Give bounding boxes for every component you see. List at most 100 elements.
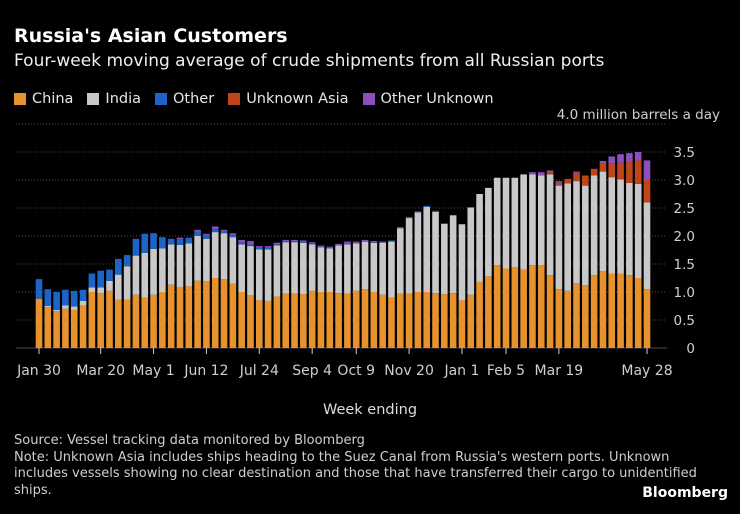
bar-segment-china	[97, 293, 104, 348]
bar-segment-india	[88, 287, 96, 292]
bar-segment-other-unknown	[599, 160, 607, 164]
legend: China India Other Unknown Asia Other Unk…	[14, 89, 508, 109]
bar-segment-china	[502, 268, 510, 348]
stacked-bar-chart: 0 0.5 1.0 1.5 2.0 2.5 3.0 3.5 4.0 million barrel…	[16, 108, 720, 379]
x-axis-title: Week ending	[322, 402, 418, 418]
bar-segment-china	[220, 279, 228, 348]
legend-swatch-china	[14, 93, 26, 105]
bar-segment-china	[396, 293, 404, 348]
bar-segment-india	[352, 243, 360, 291]
bar-segment-other-unknown	[194, 229, 201, 232]
bar-segment-china	[476, 281, 483, 348]
legend-item-other-unknown: Other Unknown	[362, 91, 494, 107]
bar-segment-other	[211, 229, 219, 233]
bar-segment-china	[238, 292, 245, 348]
bar-segment-india	[441, 223, 448, 295]
bar-segment-china	[511, 267, 519, 348]
bar-segment-other-unknown	[361, 239, 369, 242]
bar-segment-other	[344, 243, 351, 245]
bar-segment-india	[70, 306, 78, 310]
bar-segment-india	[106, 280, 113, 291]
bar-segment-other	[106, 269, 113, 281]
bar-segment-india	[317, 247, 325, 292]
bar-segment-india	[344, 244, 351, 294]
bar-segment-india	[502, 177, 510, 269]
legend-label-other: Other	[173, 91, 215, 107]
bar-segment-other	[150, 233, 157, 249]
bar-segment-other-unknown	[273, 242, 281, 245]
x-tick-label: Jan 1	[443, 363, 479, 379]
bar-segment-unknown-asia	[608, 163, 616, 178]
bar-segment-other	[405, 216, 413, 219]
bar-segment-other	[44, 289, 52, 306]
bar-segment-india	[291, 242, 298, 294]
bar-segment-india	[634, 183, 642, 278]
bar-segment-other	[141, 233, 149, 253]
bar-segment-other	[229, 234, 237, 238]
bar-segment-other	[396, 227, 404, 229]
bar-segment-other	[167, 238, 175, 245]
bar-segment-china	[150, 294, 157, 348]
bar-segment-other	[317, 246, 325, 248]
bar-segment-china	[247, 295, 254, 348]
bar-segment-other-unknown	[203, 233, 210, 235]
bar-segment-china	[414, 292, 422, 348]
bar-segment-other-unknown	[344, 241, 351, 244]
legend-item-china: China	[14, 91, 73, 107]
bar-segment-other-unknown	[626, 153, 633, 162]
bar-segment-china	[123, 299, 131, 348]
bar-segment-india	[379, 242, 386, 295]
bar-segment-china	[458, 300, 466, 348]
bar-segment-other	[335, 244, 342, 246]
bar-segment-other-unknown	[617, 154, 624, 163]
bar-segment-india	[308, 244, 316, 291]
y-tick-label: 1.5	[674, 257, 695, 273]
bar-segment-china	[264, 300, 272, 348]
bar-segment-india	[626, 182, 633, 276]
bar-segment-unknown-asia	[617, 162, 624, 180]
bar-segment-india	[537, 175, 545, 266]
bar-segment-china	[520, 269, 527, 348]
bar-segment-other	[291, 241, 298, 243]
x-tick-label: Sep 4	[292, 363, 332, 379]
bar-segment-india	[273, 245, 281, 297]
bar-segment-china	[344, 293, 351, 348]
bar-segment-unknown-asia	[634, 160, 642, 184]
bar-segment-india	[476, 194, 483, 282]
bar-segment-india	[608, 177, 616, 274]
bar-segment-india	[141, 252, 149, 298]
bar-segment-china	[590, 275, 598, 348]
bar-segment-india	[53, 309, 60, 312]
note-text: Note: Unknown Asia includes ships headin…	[14, 449, 697, 498]
bar-segment-india	[97, 287, 104, 294]
y-tick-label: 0.5	[674, 313, 695, 329]
bar-segment-china	[35, 298, 43, 348]
bar-segment-india	[458, 224, 466, 301]
bar-segment-china	[626, 275, 633, 348]
x-tick-label: Mar 20	[76, 363, 125, 379]
bar-segment-china	[115, 299, 122, 348]
bar-segment-china	[203, 281, 210, 348]
bar-segment-china	[370, 292, 378, 348]
bar-segment-other	[220, 230, 228, 234]
bar-segment-other-unknown	[229, 233, 237, 235]
x-tick-label: May 28	[621, 363, 672, 379]
bar-segment-other-unknown	[247, 241, 254, 245]
legend-swatch-india	[87, 93, 100, 105]
bar-segment-china	[423, 292, 431, 348]
bloomberg-logo: Bloomberg	[642, 485, 728, 501]
bar-segment-china	[317, 292, 325, 348]
bar-segment-china	[159, 292, 166, 348]
bar-segment-india	[123, 266, 131, 300]
x-tick-label: Jul 24	[239, 363, 279, 379]
bar-segment-other	[282, 241, 290, 243]
x-tick-label: Jun 12	[183, 363, 228, 379]
bar-segment-china	[432, 293, 439, 348]
bar-segment-other-unknown	[546, 170, 554, 173]
bar-segment-india	[115, 274, 122, 300]
bar-segment-india	[405, 218, 413, 294]
bar-segment-india	[229, 237, 237, 284]
bar-segment-india	[582, 185, 589, 286]
legend-label-other-unknown: Other Unknown	[380, 91, 494, 107]
bar-segment-other	[97, 270, 104, 288]
